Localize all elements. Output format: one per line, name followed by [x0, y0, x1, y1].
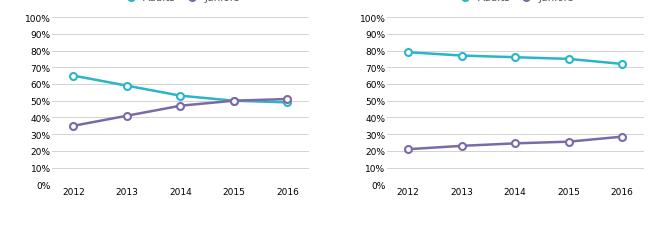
Juniors	[283, 98, 291, 101]
Juniors	[565, 141, 573, 143]
Line: Juniors: Juniors	[70, 96, 291, 130]
Adults	[230, 100, 238, 103]
Juniors	[511, 142, 519, 145]
Juniors	[618, 136, 626, 138]
Adults	[123, 85, 131, 88]
Legend: Adults, Juniors: Adults, Juniors	[121, 0, 240, 3]
Adults	[618, 63, 626, 66]
Line: Adults: Adults	[70, 73, 291, 106]
Juniors	[404, 148, 412, 151]
Juniors	[123, 115, 131, 118]
Juniors	[458, 145, 465, 148]
Adults	[565, 58, 573, 61]
Adults	[70, 75, 77, 78]
Adults	[177, 95, 185, 98]
Adults	[511, 57, 519, 59]
Juniors	[177, 105, 185, 108]
Adults	[458, 55, 465, 58]
Juniors	[230, 100, 238, 103]
Line: Juniors: Juniors	[405, 134, 625, 153]
Adults	[404, 52, 412, 54]
Line: Adults: Adults	[405, 50, 625, 68]
Juniors	[70, 125, 77, 128]
Adults	[283, 101, 291, 104]
Legend: Adults, Juniors: Adults, Juniors	[456, 0, 575, 3]
